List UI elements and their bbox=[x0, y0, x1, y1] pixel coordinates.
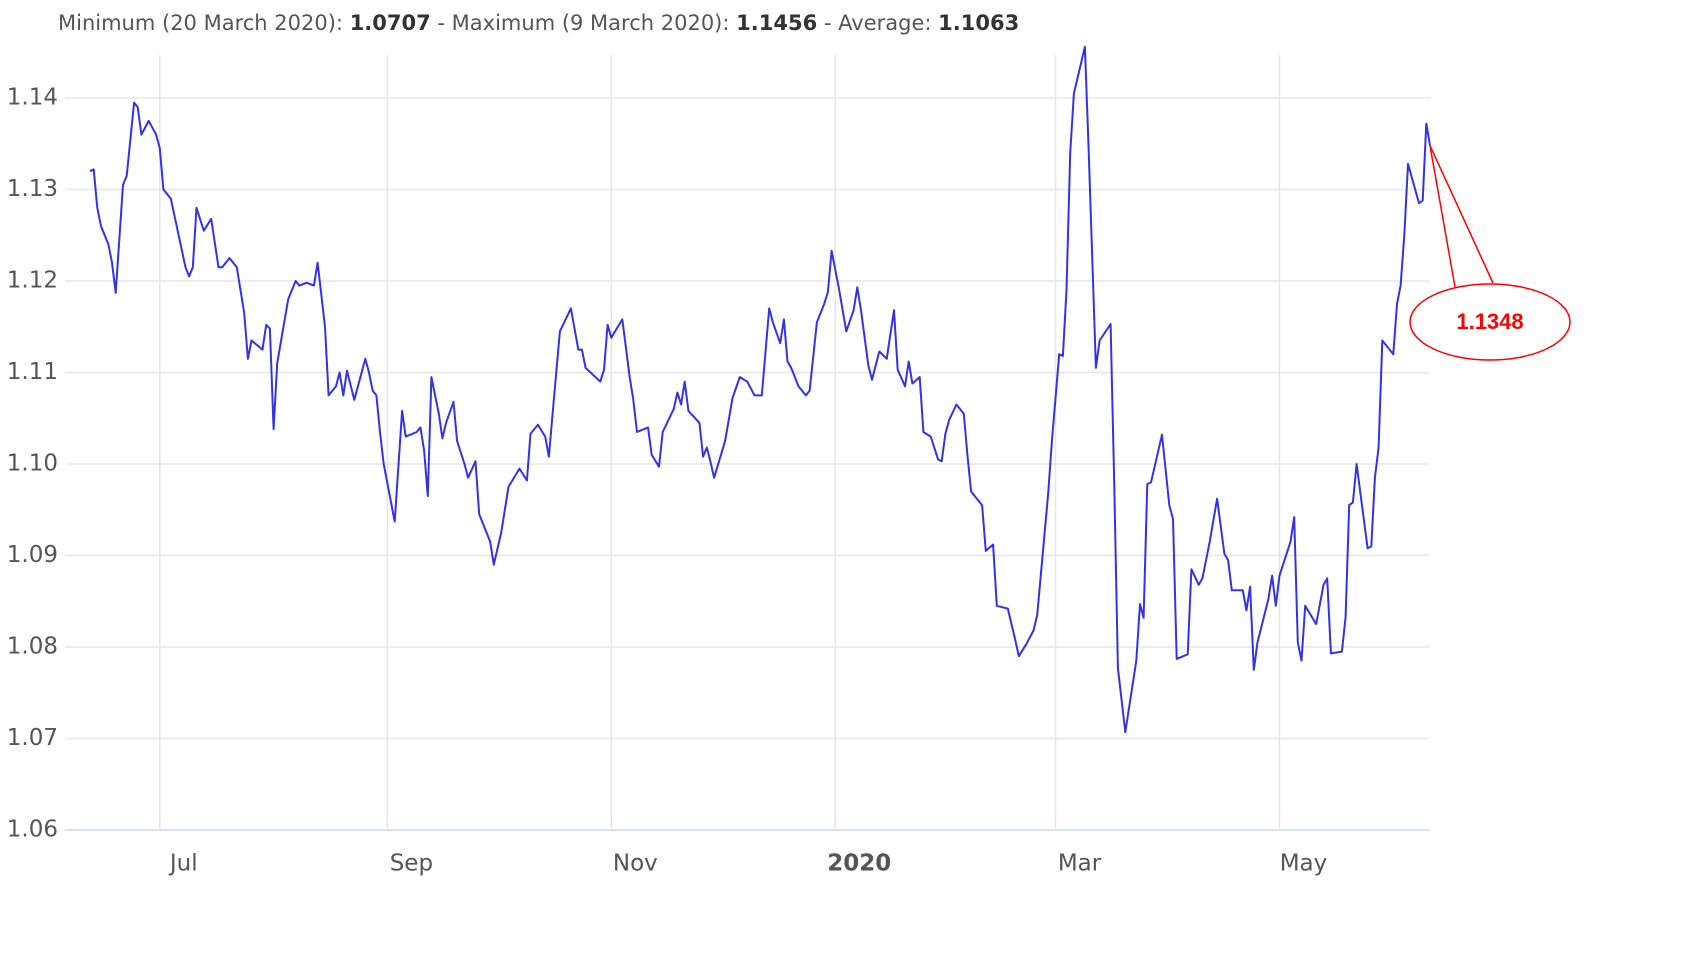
annotation-label: 1.1348 bbox=[1456, 309, 1523, 334]
x-tick-label: Mar bbox=[1058, 851, 1102, 877]
y-tick-label: 1.08 bbox=[7, 634, 58, 660]
minimum-label: Minimum (20 March 2020): bbox=[58, 11, 343, 35]
chart-title: Minimum (20 March 2020): 1.0707 - Maximu… bbox=[58, 11, 1019, 35]
average-label: - Average: bbox=[824, 11, 932, 35]
y-tick-label: 1.11 bbox=[7, 359, 58, 385]
y-tick-label: 1.14 bbox=[7, 85, 58, 111]
x-tick-label: May bbox=[1280, 851, 1328, 877]
data-line bbox=[89, 45, 1431, 734]
callout-pointer bbox=[1429, 145, 1494, 288]
x-tick-label: 2020 bbox=[827, 851, 891, 877]
x-tick-label: Sep bbox=[390, 851, 433, 877]
y-tick-label: 1.12 bbox=[7, 268, 58, 294]
y-tick-label: 1.06 bbox=[7, 817, 58, 843]
x-tick-label: Nov bbox=[613, 851, 658, 877]
y-tick-label: 1.09 bbox=[7, 542, 58, 568]
minimum: 1.0707 bbox=[350, 11, 431, 35]
y-tick-label: 1.13 bbox=[7, 176, 58, 202]
maximum: 1.1456 bbox=[736, 11, 817, 35]
average: 1.1063 bbox=[938, 11, 1019, 35]
y-tick-label: 1.10 bbox=[7, 451, 58, 477]
maximum-label: - Maximum (9 March 2020): bbox=[437, 11, 729, 35]
y-tick-label: 1.07 bbox=[7, 725, 58, 751]
callout-bubble bbox=[1409, 283, 1571, 361]
x-tick-label: Jul bbox=[168, 851, 198, 877]
